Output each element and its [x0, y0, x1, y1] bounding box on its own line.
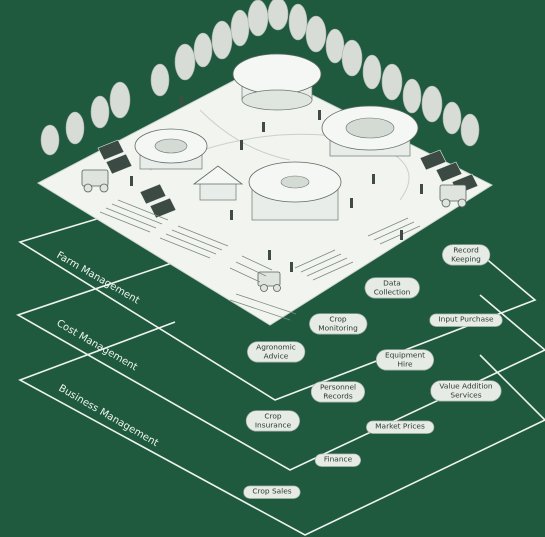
building-left — [134, 128, 208, 170]
pill-input-purchase: Input Purchase — [429, 313, 503, 327]
pill-record-keeping: Record Keeping — [442, 244, 490, 266]
tree-cluster — [40, 0, 480, 156]
pill-finance: Finance — [314, 453, 362, 467]
pill-agronomic-advice: Agronomic Advice — [247, 341, 305, 363]
pill-crop-monitoring: Crop Monitoring — [309, 313, 367, 335]
tractors — [81, 169, 467, 292]
solar-panels — [97, 139, 479, 219]
building-center — [248, 161, 342, 221]
pill-crop-insurance: Crop Insurance — [245, 410, 301, 432]
hut — [192, 165, 244, 201]
pill-equipment-hire: Equipment Hire — [375, 349, 435, 371]
layer-outline-cost-management — [16, 261, 545, 471]
pill-crop-sales: Crop Sales — [243, 485, 301, 499]
layer-outline-business-management — [18, 321, 545, 536]
building-top — [232, 53, 322, 111]
layer-outline-farm-management — [18, 214, 537, 401]
pill-personnel-records: Personnel Records — [310, 381, 366, 403]
pill-value-addition-services: Value Addition Services — [430, 380, 502, 402]
people — [130, 96, 423, 272]
crop-fields — [99, 199, 421, 321]
building-right — [321, 105, 419, 157]
pill-data-collection: Data Collection — [364, 277, 420, 299]
pill-market-prices: Market Prices — [366, 420, 434, 434]
